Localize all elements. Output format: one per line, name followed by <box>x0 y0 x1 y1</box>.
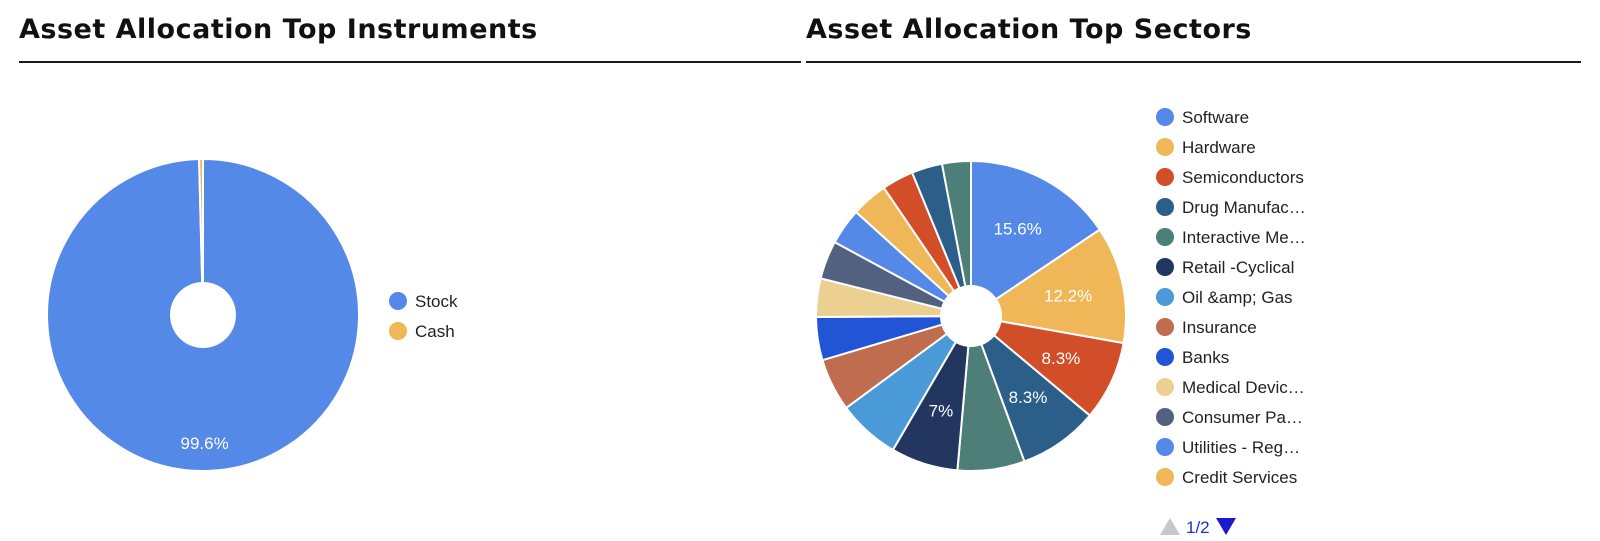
sectors-slice-16[interactable] <box>940 159 972 317</box>
legend-swatch <box>1156 258 1174 276</box>
legend-swatch <box>1156 198 1174 216</box>
legend-label: Semiconductors <box>1182 168 1304 187</box>
legend-label: Banks <box>1182 348 1229 367</box>
legend-label: Software <box>1182 108 1249 127</box>
legend-swatch <box>389 292 407 310</box>
sectors-slice-software[interactable] <box>970 159 1102 318</box>
instruments-donut-hole <box>170 282 236 348</box>
sectors-legend-item-hardware[interactable]: Hardware <box>1156 138 1256 157</box>
instruments-donut-chart: 99.6% <box>46 157 360 472</box>
sectors-panel: Asset Allocation Top Sectors <box>806 0 1581 541</box>
sectors-slice-semiconductors-label: 8.3% <box>1042 349 1081 368</box>
legend-swatch <box>1156 438 1174 456</box>
legend-label: Cash <box>415 322 455 341</box>
sectors-title-rule <box>806 61 1581 63</box>
legend-pager: 1/2 <box>1160 518 1236 537</box>
instruments-panel: Asset Allocation Top Instruments <box>19 0 801 541</box>
sectors-legend-item-consumer-pa[interactable]: Consumer Pa… <box>1156 408 1303 427</box>
sectors-legend-item-interactive-me[interactable]: Interactive Me… <box>1156 228 1306 247</box>
legend-label: Retail -Cyclical <box>1182 258 1294 277</box>
sectors-title: Asset Allocation Top Sectors <box>806 14 1252 45</box>
sectors-legend-item-banks[interactable]: Banks <box>1156 348 1229 367</box>
sectors-slice-hardware[interactable] <box>968 228 1127 345</box>
sectors-legend-item-software[interactable]: Software <box>1156 108 1249 127</box>
sectors-legend-item-semiconductors[interactable]: Semiconductors <box>1156 168 1304 187</box>
legend-label: Stock <box>415 292 458 311</box>
legend-label: Insurance <box>1182 318 1257 337</box>
legend-label: Drug Manufac… <box>1182 198 1306 217</box>
sectors-donut-chart: 15.6% 12.2% 8.3% 8.3% 7% <box>814 159 1127 472</box>
legend-swatch <box>1156 288 1174 306</box>
sectors-slice-hardware-label: 12.2% <box>1044 287 1092 306</box>
legend-swatch <box>1156 468 1174 486</box>
legend-label: Oil &amp; Gas <box>1182 288 1293 307</box>
legend-swatch <box>1156 138 1174 156</box>
legend-label: Utilities - Reg… <box>1182 438 1300 457</box>
legend-swatch <box>1156 408 1174 426</box>
sectors-legend-item-medical-devic[interactable]: Medical Devic… <box>1156 378 1305 397</box>
instruments-legend: Stock Cash <box>389 292 458 341</box>
pager-label: 1/2 <box>1186 518 1210 537</box>
instruments-legend-item-stock[interactable]: Stock <box>389 292 458 311</box>
sectors-legend-item-insurance[interactable]: Insurance <box>1156 318 1257 337</box>
legend-swatch <box>1156 228 1174 246</box>
legend-label: Consumer Pa… <box>1182 408 1303 427</box>
legend-label: Medical Devic… <box>1182 378 1305 397</box>
sectors-donut-hole <box>940 285 1002 347</box>
sectors-legend-item-drug-manufac[interactable]: Drug Manufac… <box>1156 198 1306 217</box>
pager-prev-button[interactable] <box>1160 518 1180 535</box>
instruments-slice-stock-label: 99.6% <box>180 434 228 453</box>
instruments-legend-item-cash[interactable]: Cash <box>389 322 455 341</box>
sectors-legend-item-credit-services[interactable]: Credit Services <box>1156 468 1297 487</box>
sectors-slice-retail-cyclical-label: 7% <box>929 402 954 421</box>
sectors-legend-item-retail-cyclical[interactable]: Retail -Cyclical <box>1156 258 1294 277</box>
sectors-legend-item-utilities-reg[interactable]: Utilities - Reg… <box>1156 438 1300 457</box>
legend-label: Hardware <box>1182 138 1256 157</box>
sectors-legend-item-oil-amp-gas[interactable]: Oil &amp; Gas <box>1156 288 1293 307</box>
legend-swatch <box>1156 108 1174 126</box>
sectors-slice-software-label: 15.6% <box>994 220 1042 239</box>
sectors-legend: Software Hardware Semiconductors Drug Manuf… <box>1156 108 1306 487</box>
legend-swatch <box>1156 378 1174 396</box>
sectors-slice-drug-manufac-label: 8.3% <box>1009 388 1048 407</box>
legend-label: Credit Services <box>1182 468 1297 487</box>
instruments-slice-cash[interactable] <box>198 157 204 316</box>
legend-swatch <box>1156 168 1174 186</box>
legend-swatch <box>1156 348 1174 366</box>
pager-next-button[interactable] <box>1216 518 1236 535</box>
legend-label: Interactive Me… <box>1182 228 1306 247</box>
legend-swatch <box>1156 318 1174 336</box>
legend-swatch <box>389 322 407 340</box>
instruments-title: Asset Allocation Top Instruments <box>19 14 538 45</box>
instruments-title-rule <box>19 61 801 63</box>
